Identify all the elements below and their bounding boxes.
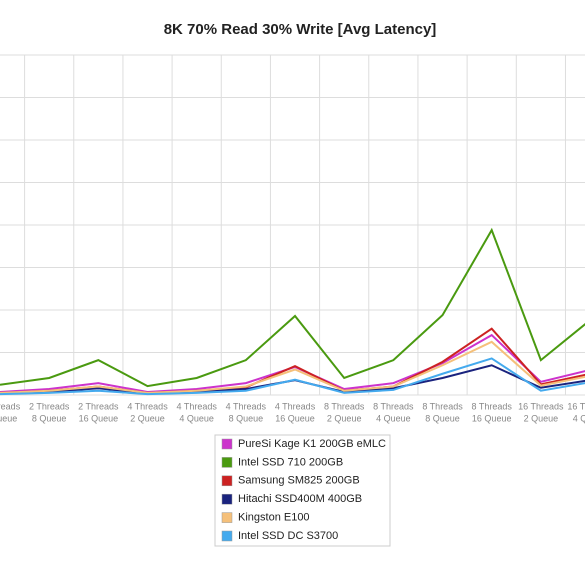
legend-label: Intel SSD 710 200GB xyxy=(238,456,343,468)
legend-swatch xyxy=(221,493,233,505)
series-line xyxy=(0,327,585,394)
x-tick-label: 16 Threads xyxy=(518,401,564,411)
x-tick-label: 8 Threads xyxy=(422,401,463,411)
legend-label: Hitachi SSD400M 400GB xyxy=(238,493,362,505)
x-tick-label: 2 Threads xyxy=(0,401,21,411)
legend-swatch xyxy=(221,475,233,487)
chart-title: 8K 70% Read 30% Write [Avg Latency] xyxy=(164,21,437,38)
legend-swatch xyxy=(221,512,233,523)
x-tick-label: 8 Queue xyxy=(32,413,67,423)
x-tick-label: 16 Queue xyxy=(472,413,512,423)
x-tick-label: 8 Threads xyxy=(324,401,365,411)
legend-label: PureSi Kage K1 200GB eMLC xyxy=(238,438,386,450)
legend-swatch xyxy=(221,438,233,450)
legend-box xyxy=(214,434,391,547)
legend-label: Intel SSD DC S3700 xyxy=(238,530,338,542)
legend-label: Samsung SM825 200GB xyxy=(238,475,360,487)
x-tick-label: 2 Queue xyxy=(327,413,362,423)
x-tick-label: 2 Threads xyxy=(78,401,119,411)
x-tick-label: 16 Threads xyxy=(567,401,585,411)
x-tick-label: 8 Threads xyxy=(373,401,414,411)
legend-swatch xyxy=(221,530,233,542)
x-tick-label: 8 Queue xyxy=(425,413,460,423)
x-tick-label: 4 Threads xyxy=(226,401,267,411)
legend-label: Kingston E100 xyxy=(238,512,310,524)
x-tick-label: 4 Queue xyxy=(376,413,411,423)
x-tick-label: 16 Queue xyxy=(79,413,119,423)
legend-swatch xyxy=(221,457,233,468)
series-line xyxy=(0,227,585,388)
x-tick-label: 4 Threads xyxy=(127,401,168,411)
x-tick-label: 16 Queue xyxy=(275,413,315,423)
x-tick-label: 8 Queue xyxy=(229,413,264,423)
series-line xyxy=(0,340,585,394)
x-tick-label: 4 Queue xyxy=(0,413,17,423)
x-tick-label: 4 Queue xyxy=(179,413,214,423)
x-tick-label: 2 Threads xyxy=(29,401,70,411)
x-tick-label: 4 Threads xyxy=(275,401,316,411)
series-line xyxy=(0,357,585,396)
x-tick-label: 2 Queue xyxy=(130,413,165,423)
x-tick-label: 4 Queue xyxy=(573,413,585,423)
x-tick-label: 2 Queue xyxy=(524,413,559,423)
x-tick-label: 8 Threads xyxy=(472,401,513,411)
x-tick-label: 4 Threads xyxy=(177,401,218,411)
